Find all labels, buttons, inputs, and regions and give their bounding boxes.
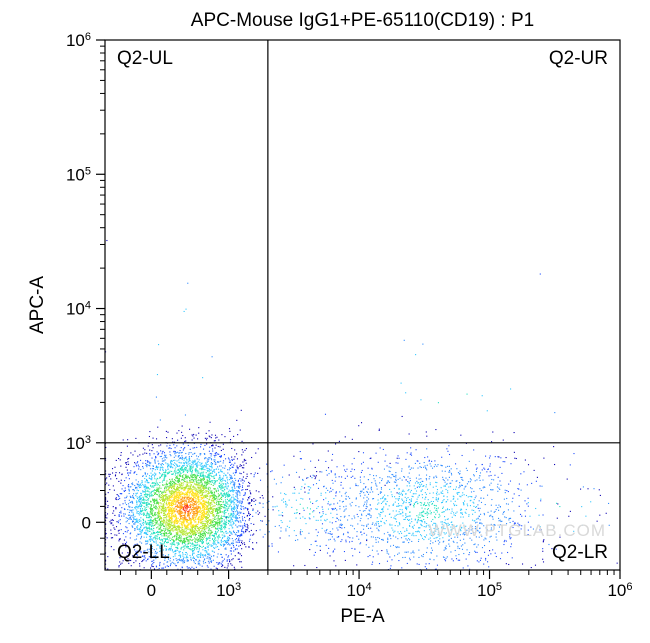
chart-svg: 01031041051060103104105106PE-AAPC-AAPC-M… <box>0 0 650 643</box>
chart-title: APC-Mouse IgG1+PE-65110(CD19) : P1 <box>191 10 534 31</box>
quad-label-ul: Q2-UL <box>117 48 173 69</box>
x-tick-label: 0 <box>147 581 156 600</box>
quad-label-ur: Q2-UR <box>549 48 608 69</box>
watermark: WWW.PTGLAB.COM <box>429 521 606 540</box>
quad-label-ll: Q2-LL <box>117 542 170 563</box>
y-tick-label: 0 <box>82 513 91 532</box>
flow-cytometry-plot: 01031041051060103104105106PE-AAPC-AAPC-M… <box>0 0 650 643</box>
x-axis-label: PE-A <box>340 606 385 627</box>
y-axis-label: APC-A <box>27 276 48 334</box>
plot-border <box>105 40 620 570</box>
quad-label-lr: Q2-LR <box>552 542 608 563</box>
